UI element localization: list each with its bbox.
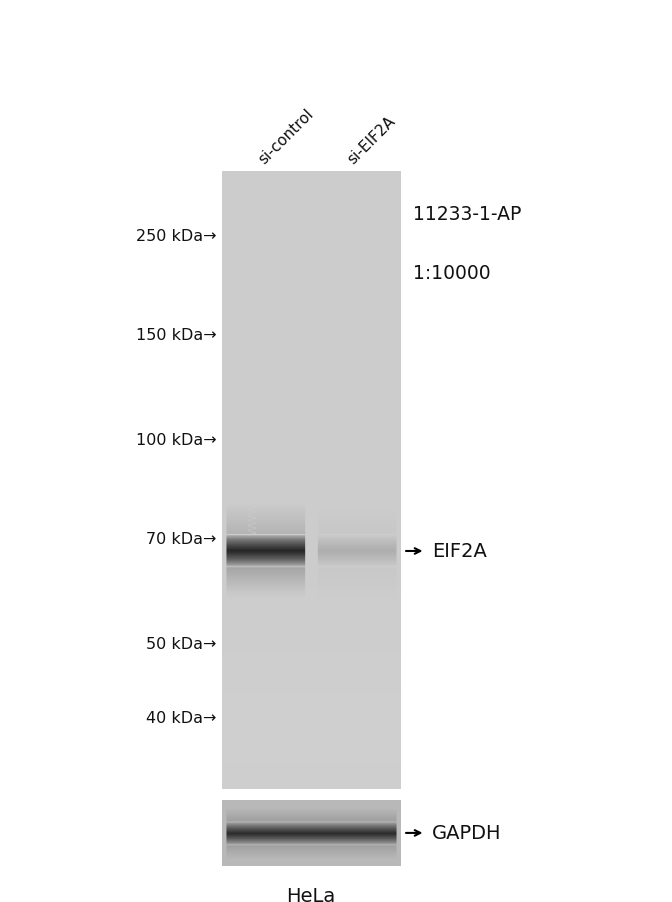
Text: 70 kDa→: 70 kDa→ [146, 531, 216, 547]
Text: si-control: si-control [255, 106, 317, 167]
Text: GAPDH: GAPDH [432, 824, 501, 842]
Text: 100 kDa→: 100 kDa→ [136, 433, 216, 447]
Text: 11233-1-AP: 11233-1-AP [413, 205, 521, 224]
Text: 1:10000: 1:10000 [413, 263, 491, 282]
Text: 40 kDa→: 40 kDa→ [146, 711, 216, 726]
Text: WWW.PTGLAB.COM: WWW.PTGLAB.COM [249, 426, 259, 535]
Text: 250 kDa→: 250 kDa→ [136, 229, 216, 244]
Text: si-EIF2A: si-EIF2A [345, 114, 398, 167]
Text: 50 kDa→: 50 kDa→ [146, 637, 216, 651]
Text: EIF2A: EIF2A [432, 542, 487, 561]
Text: HeLa: HeLa [286, 886, 335, 902]
Text: 150 kDa→: 150 kDa→ [136, 327, 216, 343]
